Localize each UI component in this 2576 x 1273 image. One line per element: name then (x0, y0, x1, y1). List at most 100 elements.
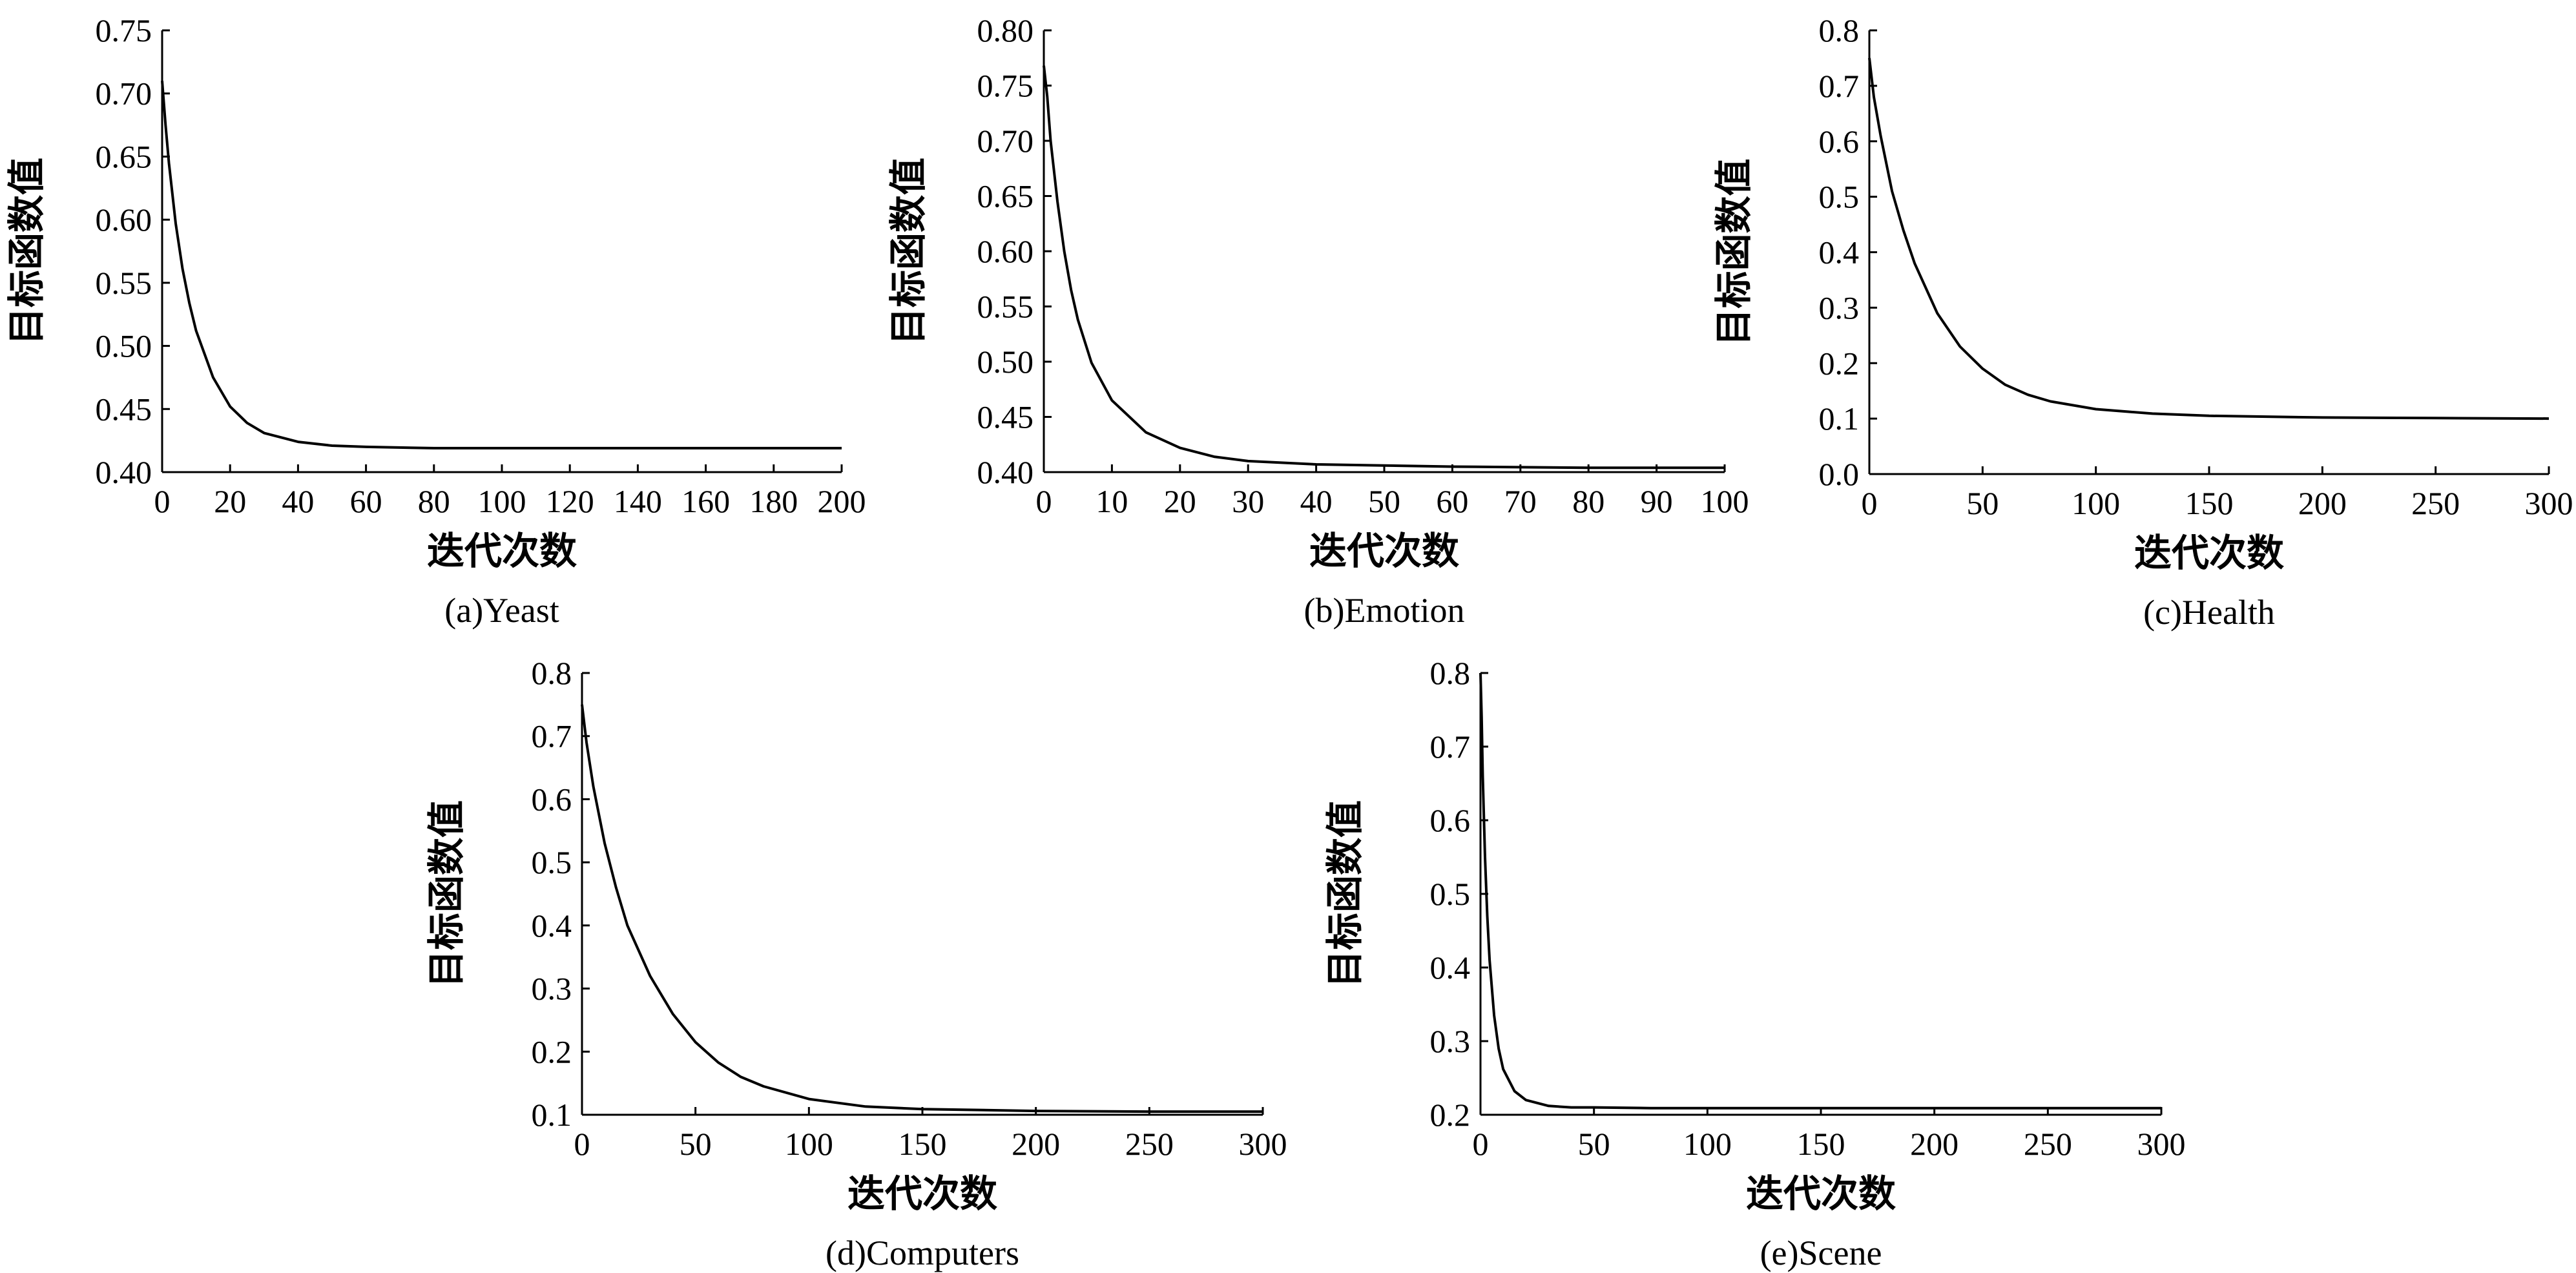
x-tick-label: 50 (680, 1126, 712, 1162)
x-tick-label: 80 (418, 483, 450, 519)
panel-caption: (b)Emotion (1304, 591, 1465, 630)
y-tick-label: 0.50 (977, 344, 1034, 380)
y-tick-label: 0.2 (1819, 345, 1860, 381)
x-tick-label: 0 (154, 483, 171, 519)
x-tick-label: 50 (1966, 485, 1999, 521)
y-tick-label: 0.2 (532, 1033, 572, 1070)
y-axis-label: 目标函数值 (1324, 800, 1366, 988)
y-tick-label: 0.7 (1819, 68, 1860, 104)
y-tick-label: 0.5 (1430, 876, 1471, 912)
y-tick-label: 0.70 (977, 123, 1034, 159)
y-tick-label: 0.6 (1430, 802, 1471, 838)
y-tick-label: 0.8 (1430, 655, 1471, 691)
x-tick-label: 150 (1797, 1126, 1845, 1162)
y-tick-label: 0.5 (1819, 179, 1860, 215)
chart-panel-4: 0.1 0.2 0.3 0.4 0.5 0.6 0.7 0.8 0 50 100 150 200 250 3… (426, 655, 1287, 1272)
y-tick-label: 0.1 (1819, 400, 1860, 437)
x-tick-label: 300 (2137, 1126, 2186, 1162)
y-tick-label: 0.45 (96, 391, 152, 427)
y-tick-label: 0.55 (96, 265, 152, 301)
y-tick-label: 0.75 (977, 68, 1034, 104)
y-axis-label: 目标函数值 (6, 158, 48, 345)
series-line (161, 81, 842, 450)
x-tick-label: 50 (1578, 1126, 1610, 1162)
x-axis-label: 迭代次数 (427, 530, 577, 572)
x-tick-label: 0 (1036, 483, 1052, 519)
x-tick-label: 90 (1641, 483, 1673, 519)
y-tick-label: 0.60 (977, 233, 1034, 269)
x-axis-label: 迭代次数 (2134, 532, 2284, 574)
y-tick-label: 0.4 (1819, 234, 1860, 271)
x-tick-label: 80 (1572, 483, 1605, 519)
y-tick-label: 0.45 (977, 399, 1034, 435)
y-tick-label: 0.4 (1430, 949, 1471, 986)
x-tick-label: 200 (818, 483, 866, 519)
x-tick-label: 300 (2525, 485, 2573, 521)
y-tick-label: 0.2 (1430, 1097, 1471, 1133)
x-axis-label: 迭代次数 (847, 1173, 997, 1215)
series-line (581, 704, 1263, 1113)
y-tick-label: 0.3 (1430, 1023, 1471, 1059)
chart-panel-5: 0.2 0.3 0.4 0.5 0.6 0.7 0.8 0 50 100 150 200 250 300 迭… (1324, 655, 2186, 1272)
x-tick-label: 60 (1436, 483, 1468, 519)
panel-caption: (d)Computers (826, 1234, 1019, 1272)
x-tick-label: 250 (1125, 1126, 1174, 1162)
series-line (1479, 672, 2161, 1110)
x-tick-label: 140 (614, 483, 662, 519)
x-axis-label: 迭代次数 (1746, 1173, 1896, 1215)
chart-panel-3: 0.0 0.1 0.2 0.3 0.4 0.5 0.6 0.7 0.8 0 50 100 150 200 2… (1713, 12, 2573, 632)
y-tick-label: 0.65 (977, 178, 1034, 214)
y-tick-label: 0.7 (532, 718, 572, 754)
panel-caption: (c)Health (2143, 593, 2275, 632)
x-tick-label: 100 (1701, 483, 1749, 519)
y-tick-label: 0.4 (532, 907, 572, 944)
x-tick-label: 150 (898, 1126, 947, 1162)
y-tick-label: 0.6 (1819, 123, 1860, 160)
y-tick-label: 0.8 (532, 655, 572, 691)
y-axis-label: 目标函数值 (426, 800, 468, 988)
x-tick-label: 100 (1683, 1126, 1732, 1162)
y-tick-label: 0.40 (977, 454, 1034, 490)
y-tick-label: 0.50 (96, 328, 152, 364)
series-line (1868, 57, 2550, 420)
y-tick-label: 0.75 (96, 12, 152, 48)
y-tick-label: 0.0 (1819, 456, 1860, 492)
x-axis-label: 迭代次数 (1309, 530, 1459, 572)
y-tick-label: 0.80 (977, 12, 1034, 48)
x-tick-label: 0 (1473, 1126, 1489, 1162)
x-tick-label: 70 (1504, 483, 1537, 519)
x-tick-label: 0 (1862, 485, 1878, 521)
x-tick-label: 30 (1232, 483, 1264, 519)
y-axis-label: 目标函数值 (888, 158, 930, 345)
x-tick-label: 100 (478, 483, 526, 519)
x-tick-label: 60 (350, 483, 382, 519)
y-tick-label: 0.65 (96, 138, 152, 174)
y-tick-label: 0.3 (1819, 289, 1860, 326)
x-tick-label: 50 (1368, 483, 1400, 519)
x-tick-label: 120 (546, 483, 594, 519)
y-tick-label: 0.40 (96, 454, 152, 490)
series-line (1043, 65, 1725, 470)
x-tick-label: 40 (282, 483, 314, 519)
x-tick-label: 160 (681, 483, 730, 519)
x-tick-label: 180 (749, 483, 798, 519)
x-tick-label: 250 (2024, 1126, 2072, 1162)
x-tick-label: 200 (1910, 1126, 1958, 1162)
x-tick-label: 100 (2072, 485, 2120, 521)
y-tick-label: 0.8 (1819, 12, 1860, 48)
y-tick-label: 0.3 (532, 971, 572, 1007)
x-tick-label: 150 (2185, 485, 2234, 521)
x-tick-label: 200 (1012, 1126, 1060, 1162)
y-tick-label: 0.55 (977, 289, 1034, 325)
panel-caption: (a)Yeast (444, 591, 559, 630)
y-tick-label: 0.6 (532, 781, 572, 817)
chart-panel-2: 0.40 0.45 0.50 0.55 0.60 0.65 0.70 0.75 0.80 0 10 2… (888, 12, 1749, 630)
x-tick-label: 40 (1300, 483, 1333, 519)
x-tick-label: 300 (1239, 1126, 1287, 1162)
y-tick-label: 0.5 (532, 844, 572, 880)
x-tick-label: 200 (2298, 485, 2347, 521)
panel-caption: (e)Scene (1760, 1234, 1882, 1272)
x-tick-label: 20 (214, 483, 246, 519)
chart-panel-1: 0.40 0.45 0.50 0.55 0.60 0.65 0.70 0.75 0 20 40 60 8… (6, 12, 866, 630)
